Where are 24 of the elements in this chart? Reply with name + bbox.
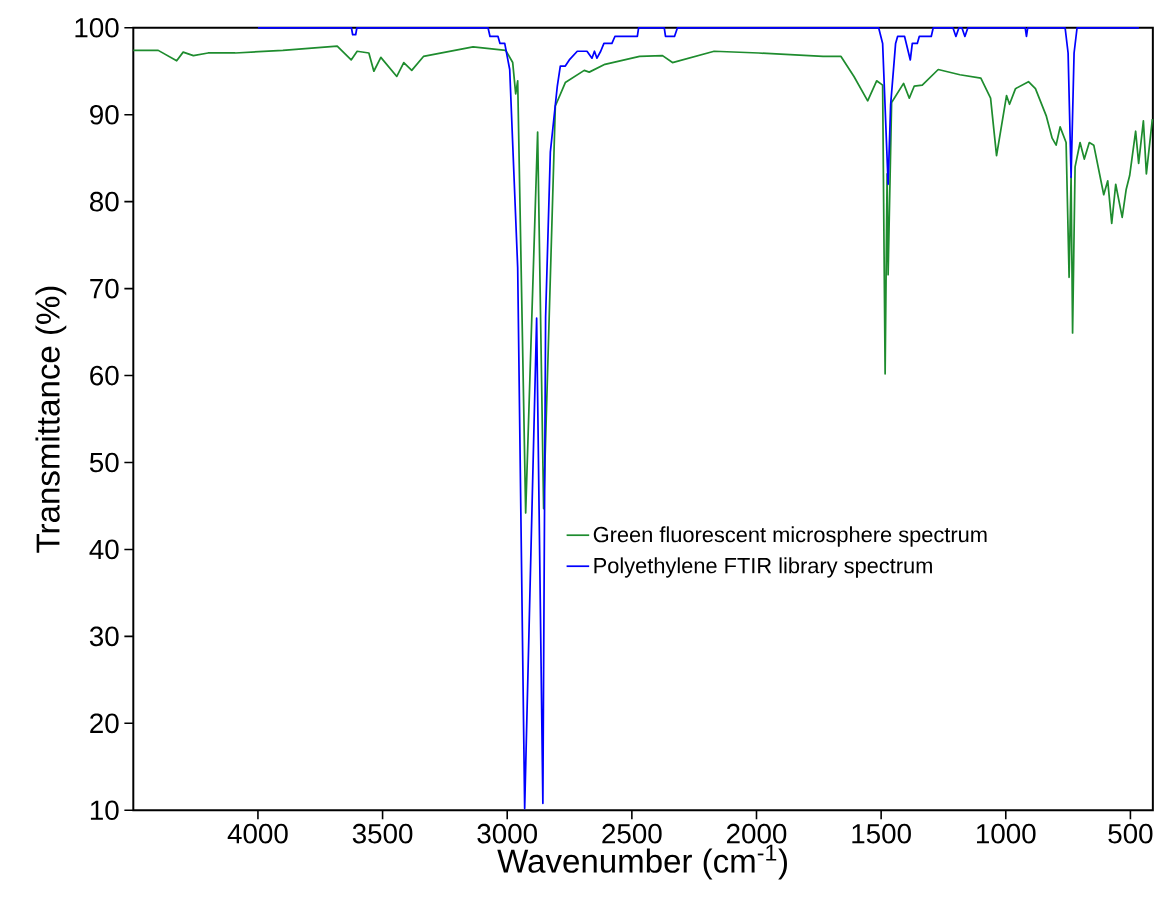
y-tick-label: 60: [90, 365, 119, 386]
x-tick-label: 3500: [352, 823, 413, 844]
x-axis-title: Wavenumber (cm$^{-1}$): [497, 844, 787, 880]
x-tick-label: 2500: [602, 823, 662, 844]
legend-label: Green fluorescent microsphere spectrum: [593, 526, 987, 547]
y-axis-title: Transmittance (%): [35, 286, 67, 553]
legend-label: Polyethylene FTIR library spectrum: [594, 557, 932, 578]
y-tick-label: 100: [75, 17, 119, 38]
line-series: [132, 44, 1154, 514]
y-tick-label: 70: [90, 278, 119, 299]
y-tick-label: 50: [89, 452, 119, 473]
y-tick-label: 40: [89, 539, 119, 560]
x-tick-label: 4000: [227, 823, 288, 844]
x-tick-label: 2000: [727, 823, 787, 844]
x-tick-label: 3000: [477, 823, 537, 844]
y-tick-label: 20: [90, 713, 119, 733]
y-tick-label: 80: [90, 191, 119, 212]
x-tick-label: 1000: [977, 823, 1036, 844]
y-tick-label: 90: [90, 104, 119, 125]
x-tick-label: 500: [1108, 823, 1153, 844]
x-tick-label: 1500: [852, 823, 911, 844]
y-tick-label: 10: [90, 800, 119, 820]
line-series: [257, 26, 1140, 810]
y-tick-label: 30: [89, 626, 119, 646]
